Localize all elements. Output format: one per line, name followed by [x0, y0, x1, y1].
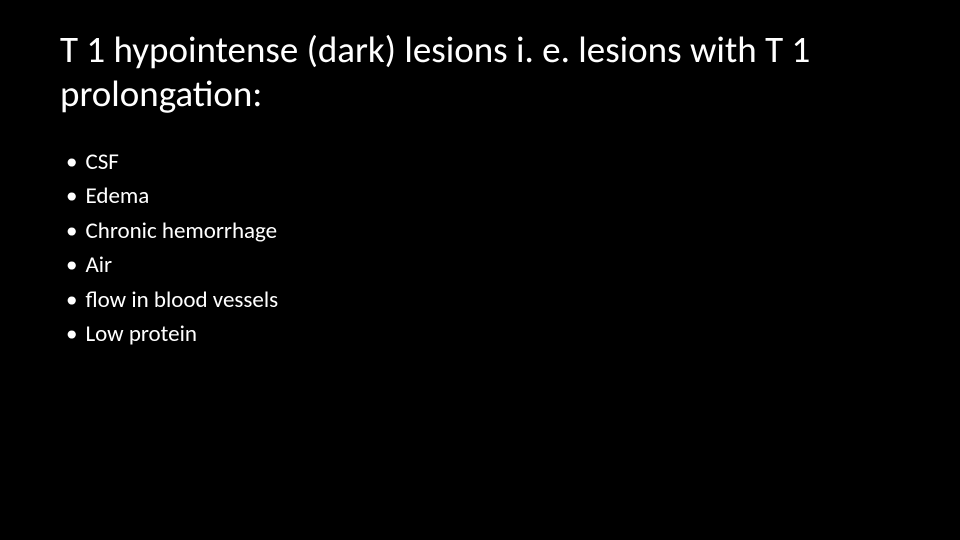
list-item: • Air	[66, 248, 900, 283]
bullet-text: Air	[85, 248, 112, 283]
bullet-icon: •	[66, 145, 77, 180]
list-item: • Edema	[66, 179, 900, 214]
list-item: • CSF	[66, 145, 900, 180]
slide-title: T 1 hypointense (dark) lesions i. e. les…	[60, 28, 900, 117]
bullet-list: • CSF • Edema • Chronic hemorrhage • Air…	[60, 145, 900, 352]
list-item: • Low protein	[66, 317, 900, 352]
bullet-icon: •	[66, 214, 77, 249]
list-item: • Chronic hemorrhage	[66, 214, 900, 249]
bullet-text: flow in blood vessels	[85, 283, 278, 318]
bullet-icon: •	[66, 317, 77, 352]
bullet-icon: •	[66, 179, 77, 214]
list-item: • flow in blood vessels	[66, 283, 900, 318]
bullet-text: Low protein	[85, 317, 196, 352]
bullet-icon: •	[66, 248, 77, 283]
slide-container: T 1 hypointense (dark) lesions i. e. les…	[0, 0, 960, 540]
bullet-text: Edema	[85, 179, 149, 214]
bullet-text: CSF	[85, 145, 118, 180]
bullet-text: Chronic hemorrhage	[85, 214, 277, 249]
bullet-icon: •	[66, 283, 77, 318]
